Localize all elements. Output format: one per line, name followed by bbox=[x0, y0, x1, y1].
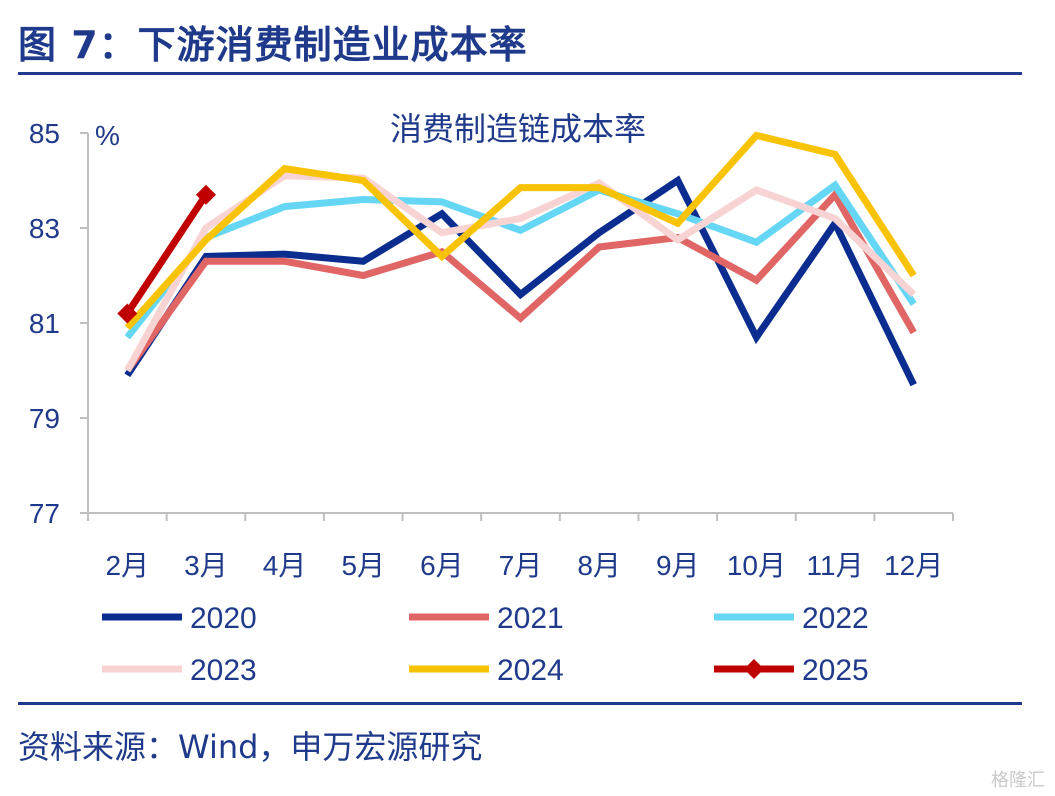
series-marker-2025 bbox=[117, 303, 138, 324]
series-2020 bbox=[124, 175, 917, 387]
legend-marker bbox=[744, 659, 764, 679]
series-line-2024 bbox=[124, 131, 917, 331]
y-unit-label: % bbox=[95, 120, 120, 151]
series-2025 bbox=[117, 184, 216, 324]
x-tick-label: 9月 bbox=[656, 550, 700, 581]
series-line-2025 bbox=[124, 192, 209, 316]
series-2022 bbox=[124, 180, 917, 340]
x-tick-label: 6月 bbox=[420, 550, 464, 581]
y-tick-label: 85 bbox=[29, 118, 60, 149]
y-tick-label: 83 bbox=[29, 213, 60, 244]
x-tick-label: 3月 bbox=[184, 550, 228, 581]
x-tick-label: 11月 bbox=[807, 550, 864, 581]
series-line-2022 bbox=[124, 180, 917, 340]
figure-title: 图 7：下游消费制造业成本率 bbox=[18, 23, 528, 67]
chart-title: 消费制造链成本率 bbox=[390, 110, 646, 148]
source-rule bbox=[18, 702, 1022, 705]
legend-item-2023: 2023 bbox=[102, 654, 257, 687]
series-2021 bbox=[124, 188, 917, 373]
x-tick-label: 7月 bbox=[499, 550, 543, 581]
legend-label: 2023 bbox=[190, 654, 257, 687]
legend-item-2022: 2022 bbox=[714, 602, 869, 635]
x-tick-label: 8月 bbox=[577, 550, 621, 581]
series-2024 bbox=[124, 131, 917, 331]
series-line-2021 bbox=[124, 188, 917, 373]
legend-label: 2020 bbox=[190, 602, 257, 635]
legend-label: 2025 bbox=[802, 654, 869, 687]
source-note: 资料来源：Wind，申万宏源研究 bbox=[18, 728, 483, 766]
x-tick-label: 4月 bbox=[263, 550, 307, 581]
legend-label: 2021 bbox=[497, 602, 564, 635]
y-tick-label: 79 bbox=[29, 403, 60, 434]
series-marker-2025 bbox=[195, 184, 216, 205]
x-tick-label: 10月 bbox=[727, 550, 786, 581]
x-tick-label: 2月 bbox=[106, 550, 150, 581]
x-tick-label: 5月 bbox=[341, 550, 385, 581]
title-rule bbox=[18, 72, 1022, 75]
legend-label: 2024 bbox=[497, 654, 564, 687]
watermark: 格隆汇 bbox=[991, 770, 1045, 791]
legend-item-2020: 2020 bbox=[102, 602, 257, 635]
legend-item-2024: 2024 bbox=[409, 654, 564, 687]
legend-item-2021: 2021 bbox=[409, 602, 564, 635]
series-line-2020 bbox=[124, 175, 917, 387]
x-tick-label: 12月 bbox=[884, 550, 943, 581]
line-chart: 77 79 81 83 85 2月 3月 4月 5月 6月 7月 8月 9月 10月 11月 12月% 消费制造… bbox=[29, 110, 954, 687]
y-tick-label: 81 bbox=[29, 308, 60, 339]
legend-label: 2022 bbox=[802, 602, 869, 635]
legend-item-2025: 2025 bbox=[714, 654, 869, 687]
y-tick-label: 77 bbox=[29, 498, 60, 529]
